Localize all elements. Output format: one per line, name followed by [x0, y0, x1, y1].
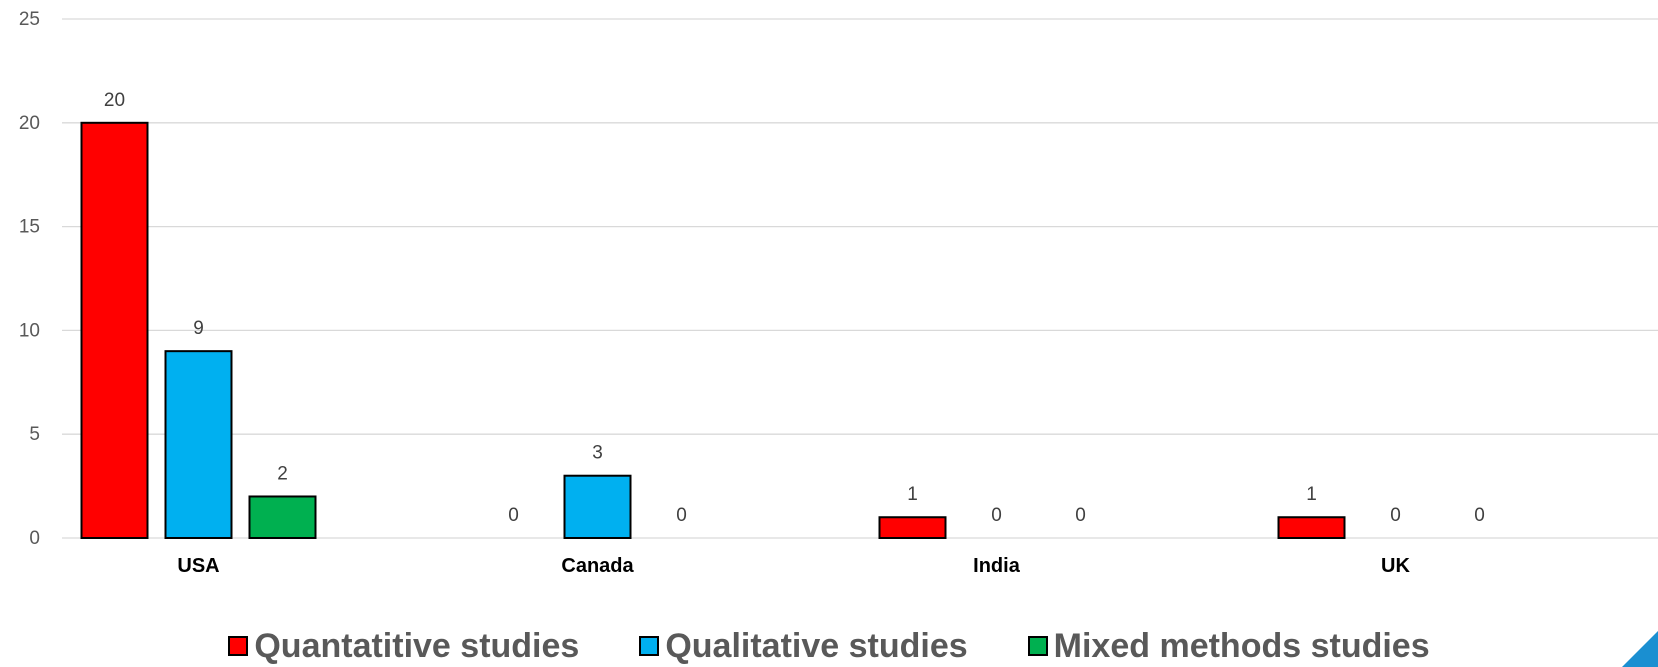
legend-swatch	[639, 636, 660, 656]
y-tick-label: 5	[29, 424, 40, 445]
y-axis: 0 5 10 15 20 25	[19, 9, 40, 549]
data-label: 0	[676, 505, 687, 526]
bars	[80, 121, 1346, 540]
gridlines	[62, 18, 1658, 539]
data-label: 0	[1390, 505, 1401, 526]
x-category-label: USA	[177, 555, 219, 577]
corner-accent	[1622, 631, 1658, 667]
legend-swatch	[228, 636, 249, 656]
x-axis: USA Canada India UK	[177, 555, 1410, 577]
data-label: 9	[193, 318, 204, 339]
y-tick-label: 10	[19, 320, 40, 341]
legend: Quantatitive studies Qualitative studies M…	[0, 626, 1658, 666]
data-label: 0	[991, 505, 1002, 526]
legend-label: Qualitative studies	[665, 626, 968, 665]
data-label: 0	[508, 505, 519, 526]
legend-item: Mixed methods studies	[1027, 626, 1430, 666]
data-label: 0	[1474, 505, 1485, 526]
bar	[878, 516, 947, 539]
bar	[563, 474, 632, 539]
legend-label: Quantatitive studies	[254, 626, 580, 665]
data-label: 0	[1075, 505, 1086, 526]
data-label: 1	[1306, 484, 1317, 505]
legend-item: Qualitative studies	[639, 626, 968, 666]
bar	[248, 495, 317, 540]
data-label: 20	[104, 90, 125, 111]
bar	[164, 350, 233, 539]
y-tick-label: 15	[19, 217, 40, 238]
x-category-label: Canada	[561, 555, 634, 577]
data-label: 1	[907, 484, 918, 505]
legend-swatch	[1027, 636, 1048, 656]
x-category-label: UK	[1381, 555, 1410, 577]
data-label: 3	[592, 443, 603, 464]
legend-label: Mixed methods studies	[1053, 626, 1430, 665]
y-tick-label: 20	[19, 113, 40, 134]
x-category-label: India	[973, 555, 1021, 577]
data-label: 2	[277, 463, 288, 484]
y-tick-label: 25	[19, 9, 40, 30]
bar	[80, 121, 149, 540]
legend-item: Quantatitive studies	[228, 627, 579, 666]
bar	[1277, 516, 1346, 539]
y-tick-label: 0	[29, 528, 40, 549]
